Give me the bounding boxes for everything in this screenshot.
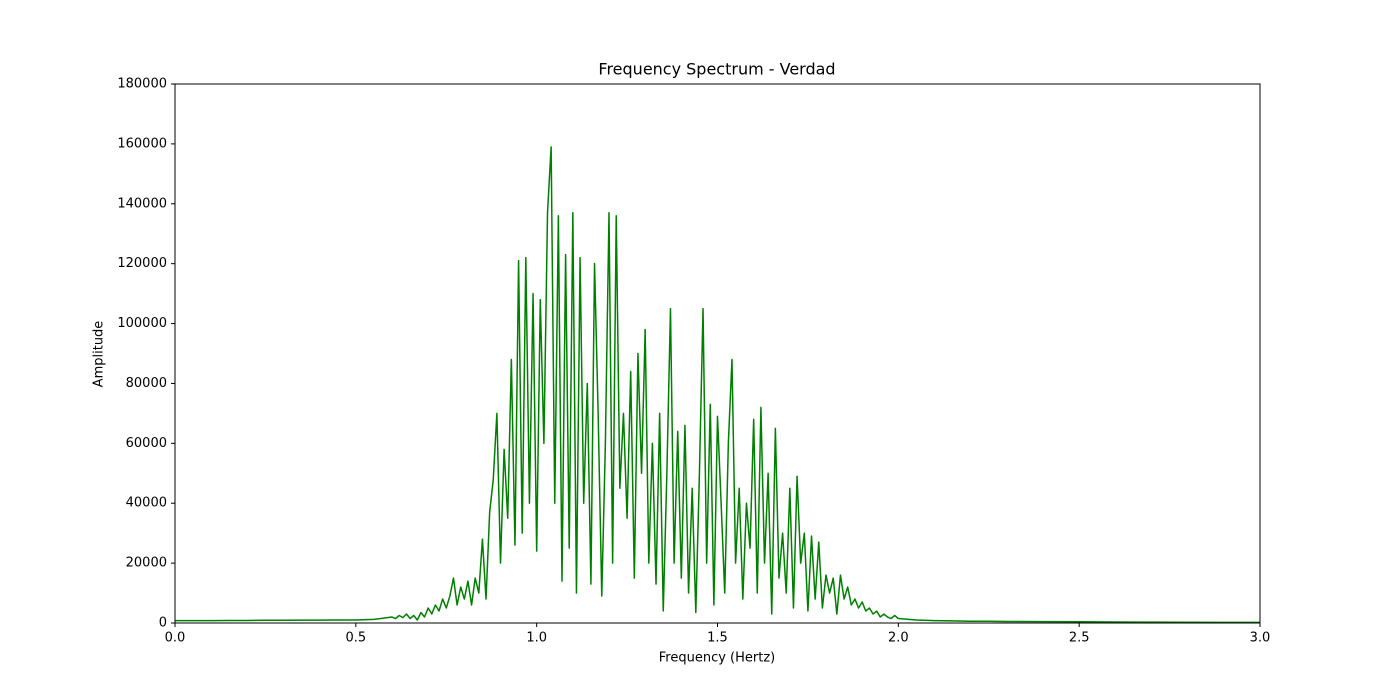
y-tick-label: 20000 <box>126 556 167 571</box>
chart-title: Frequency Spectrum - Verdad <box>598 60 835 79</box>
y-tick-label: 80000 <box>126 376 167 391</box>
x-tick-label: 1.0 <box>526 631 547 646</box>
x-tick-label: 2.0 <box>888 631 909 646</box>
x-tick-label: 3.0 <box>1250 631 1271 646</box>
y-axis-label: Amplitude <box>92 321 107 388</box>
y-tick-label: 140000 <box>117 196 167 211</box>
plot-frame <box>174 83 1261 624</box>
x-tick-label: 1.5 <box>707 631 728 646</box>
y-tick-label: 60000 <box>126 436 167 451</box>
x-axis-label: Frequency (Hertz) <box>659 651 775 666</box>
x-tick-label: 0.5 <box>345 631 366 646</box>
y-tick-label: 0 <box>159 616 167 631</box>
y-tick-label: 40000 <box>126 496 167 511</box>
y-tick-label: 180000 <box>117 77 167 92</box>
y-tick-label: 120000 <box>117 256 167 271</box>
x-tick-label: 2.5 <box>1069 631 1090 646</box>
spectrum-line <box>175 146 1261 624</box>
x-tick-label: 0.0 <box>165 631 186 646</box>
y-tick-label: 100000 <box>117 316 167 331</box>
y-tick-label: 160000 <box>117 136 167 151</box>
